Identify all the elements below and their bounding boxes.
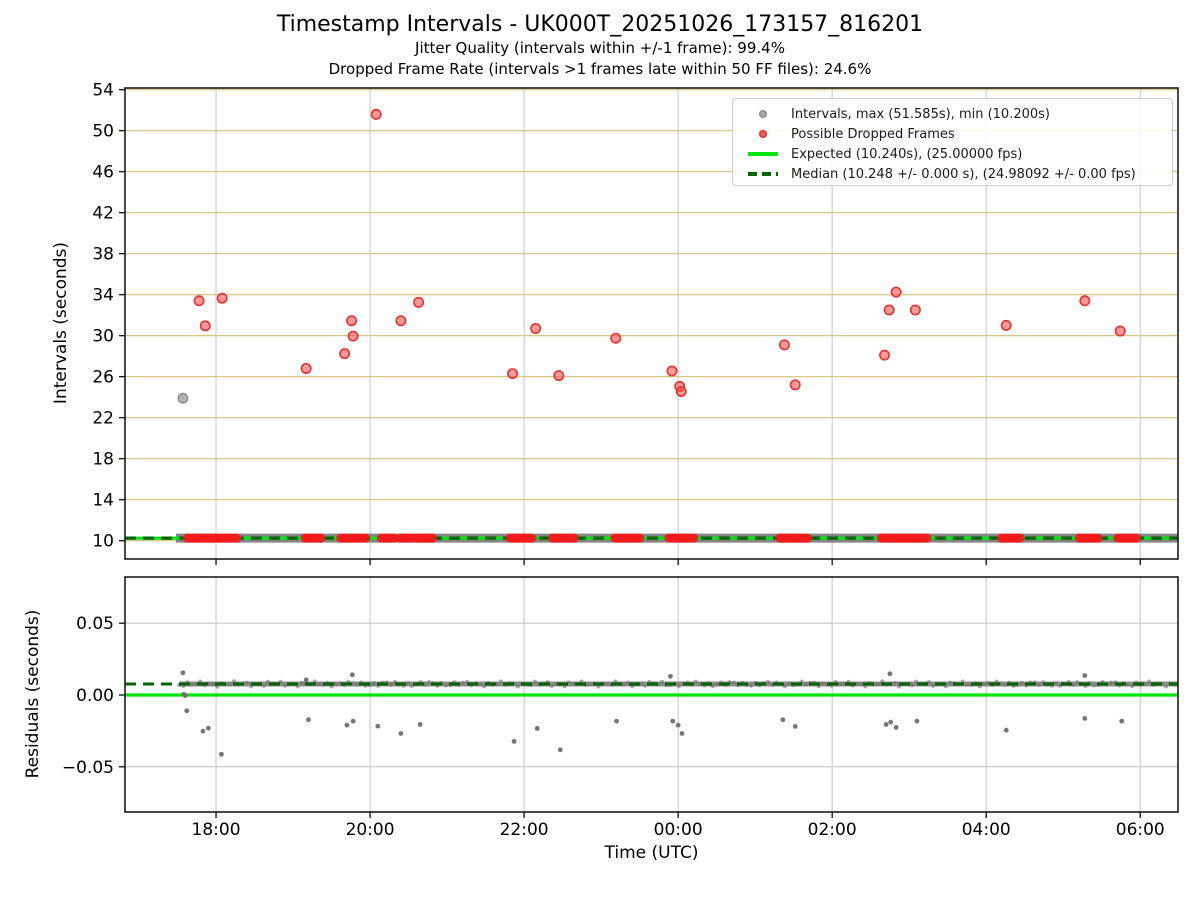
legend-item-1: Possible Dropped Frames: [742, 124, 1172, 144]
legend: Intervals, max (51.585s), min (10.200s) P…: [732, 98, 1173, 186]
top-y-tick-label: 10: [92, 532, 114, 552]
expected-line-icon: [742, 152, 784, 156]
bottom-y-axis-label: Residuals (seconds): [23, 609, 43, 779]
x-tick-label: 06:00: [1116, 820, 1165, 840]
top-y-tick-label: 46: [92, 163, 114, 183]
top-y-tick-label: 42: [92, 204, 114, 224]
top-plot-dropped-frame-points: [193, 108, 1126, 398]
bottom-plot-axes: 0.05 0.00 −0.05 18:00 20:00 22:00 00:00 02:00 04…: [62, 576, 1179, 840]
legend-label: Expected (10.240s), (25.00000 fps): [791, 146, 1023, 162]
top-plot-dropped-frame-clusters: [182, 533, 1142, 543]
top-y-tick-label: 38: [92, 245, 114, 265]
top-y-tick-label: 30: [92, 327, 114, 347]
x-tick-label: 20:00: [346, 820, 395, 840]
legend-label: Intervals, max (51.585s), min (10.200s): [791, 106, 1050, 122]
top-y-tick-label: 22: [92, 409, 114, 429]
top-plot-interval-points: [177, 392, 189, 404]
legend-item-2: Expected (10.240s), (25.00000 fps): [742, 144, 1172, 164]
bottom-y-tick-label: 0.00: [76, 686, 114, 706]
x-tick-label: 22:00: [500, 820, 549, 840]
bottom-plot-reference-lines: [125, 682, 1178, 697]
top-y-tick-label: 26: [92, 368, 114, 388]
legend-label: Median (10.248 +/- 0.000 s), (24.98092 +…: [791, 166, 1136, 182]
top-y-tick-label: 14: [92, 491, 114, 511]
legend-item-0: Intervals, max (51.585s), min (10.200s): [742, 104, 1172, 124]
top-y-axis-label: Intervals (seconds): [51, 241, 71, 405]
bottom-y-tick-label: 0.05: [76, 614, 114, 634]
bottom-plot-residual-outliers: [180, 670, 1125, 757]
legend-label: Possible Dropped Frames: [791, 126, 955, 142]
x-axis-label: Time (UTC): [604, 843, 699, 863]
top-plot-axes: 10 14 18 22 26 30 34 38 42 46 50 54: [92, 81, 1179, 565]
x-tick-label: 04:00: [962, 820, 1011, 840]
median-dashed-line-icon: [742, 172, 784, 176]
top-y-tick-label: 54: [92, 81, 114, 101]
chart-subtitle-dropped: Dropped Frame Rate (intervals >1 frames …: [328, 60, 872, 78]
interval-dot-icon: [742, 110, 784, 118]
chart-subtitle-jitter: Jitter Quality (intervals within +/-1 fr…: [415, 39, 785, 57]
top-y-tick-label: 18: [92, 450, 114, 470]
x-tick-label: 18:00: [192, 820, 241, 840]
top-y-tick-label: 34: [92, 286, 114, 306]
dropped-frame-dot-icon: [742, 130, 784, 138]
bottom-y-tick-label: −0.05: [62, 758, 114, 778]
top-y-tick-label: 50: [92, 122, 114, 142]
legend-item-3: Median (10.248 +/- 0.000 s), (24.98092 +…: [742, 164, 1172, 184]
x-tick-label: 00:00: [654, 820, 703, 840]
x-tick-label: 02:00: [808, 820, 857, 840]
chart-title: Timestamp Intervals - UK000T_20251026_17…: [276, 12, 924, 37]
